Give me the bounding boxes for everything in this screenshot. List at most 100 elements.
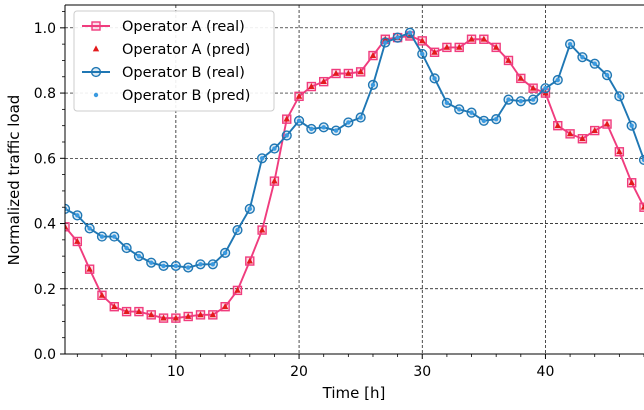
data-point <box>65 223 69 230</box>
data-point <box>247 206 252 212</box>
data-point <box>172 314 180 321</box>
x-tick-label: 40 <box>537 364 555 380</box>
axes: 10 20 30 40 0.0 0.2 0.4 0.6 0.8 1.0 <box>34 4 644 380</box>
x-tick-label: 10 <box>167 364 185 380</box>
data-point <box>591 126 598 133</box>
data-point <box>272 146 277 151</box>
legend-entry: Operator B (real) <box>82 65 245 81</box>
legend-entry: Operator B (pred) <box>93 88 250 104</box>
y-tick-label: 0.2 <box>34 282 56 298</box>
data-point <box>135 307 143 314</box>
series-layer <box>65 27 644 323</box>
data-point <box>65 222 70 232</box>
data-point <box>185 265 191 270</box>
legend: Operator A (real) Operator A (pred) Operat… <box>73 10 275 112</box>
legend-swatch-marker <box>92 45 100 52</box>
legend-label: Operator B (real) <box>122 65 245 81</box>
data-point <box>432 76 437 81</box>
legend-label: Operator A (pred) <box>122 42 250 58</box>
y-tick-label: 0.6 <box>34 151 56 167</box>
data-point <box>198 262 203 267</box>
data-point <box>234 286 241 293</box>
data-point <box>469 110 474 115</box>
data-point <box>555 77 560 83</box>
data-point <box>592 61 597 66</box>
data-point <box>308 82 315 89</box>
series-1 <box>65 32 644 321</box>
data-point <box>259 156 265 161</box>
data-point <box>431 48 438 55</box>
data-point <box>309 126 314 132</box>
data-point <box>543 85 548 91</box>
data-point <box>112 234 117 239</box>
data-point <box>579 135 586 142</box>
data-point <box>554 122 561 129</box>
data-point <box>283 115 290 122</box>
data-point <box>517 74 525 81</box>
data-point <box>86 265 93 272</box>
data-point <box>457 107 462 112</box>
data-point <box>136 253 142 259</box>
data-point <box>75 213 80 218</box>
data-point <box>639 202 644 212</box>
data-point <box>357 68 364 75</box>
data-point <box>407 30 413 35</box>
series-3 <box>65 30 644 270</box>
data-point <box>370 82 376 88</box>
data-point <box>74 237 81 244</box>
data-point <box>111 303 118 310</box>
data-point <box>209 311 217 318</box>
data-point <box>65 206 68 212</box>
data-point <box>123 307 130 314</box>
data-point <box>641 157 644 163</box>
data-point <box>271 177 278 184</box>
y-tick-label: 1.0 <box>34 21 56 37</box>
data-point <box>221 303 229 310</box>
legend-entry: Operator A (pred) <box>92 42 250 58</box>
data-point <box>566 130 574 137</box>
data-point <box>506 97 511 102</box>
data-point <box>296 118 302 123</box>
data-point <box>419 37 426 44</box>
data-point <box>321 125 326 130</box>
data-point <box>99 234 105 239</box>
data-point <box>210 262 216 267</box>
series-line <box>65 35 644 320</box>
data-point <box>444 100 450 106</box>
data-point <box>197 311 204 318</box>
legend-label: Operator A (real) <box>122 19 245 35</box>
data-point <box>395 35 400 40</box>
data-point <box>284 133 289 138</box>
data-point <box>332 69 340 76</box>
legend-label: Operator B (pred) <box>122 88 250 104</box>
data-point <box>148 311 155 318</box>
data-point <box>295 92 303 99</box>
x-axis-title: Time [h] <box>322 384 386 402</box>
data-point <box>567 41 573 47</box>
y-tick-label: 0.4 <box>34 217 56 233</box>
data-point <box>481 118 487 123</box>
data-point <box>616 148 623 155</box>
data-point <box>333 128 339 133</box>
legend-box <box>73 10 275 112</box>
y-axis-title: Normalized traffic load <box>5 95 23 266</box>
data-point <box>161 263 166 269</box>
data-point <box>222 250 228 256</box>
data-point <box>184 312 192 319</box>
x-tick-label: 20 <box>290 364 308 380</box>
x-tick-label: 30 <box>413 364 431 380</box>
data-point <box>149 260 154 265</box>
data-point <box>235 227 240 233</box>
data-point <box>617 94 622 99</box>
data-point <box>443 43 451 50</box>
data-point <box>629 123 634 128</box>
legend-swatch-marker <box>91 21 101 31</box>
legend-swatch-marker <box>90 66 102 78</box>
data-point <box>258 226 266 233</box>
legend-swatch-marker <box>93 92 99 98</box>
data-point <box>98 291 106 298</box>
data-point <box>604 72 610 78</box>
data-point <box>456 43 463 50</box>
data-point <box>246 257 253 264</box>
